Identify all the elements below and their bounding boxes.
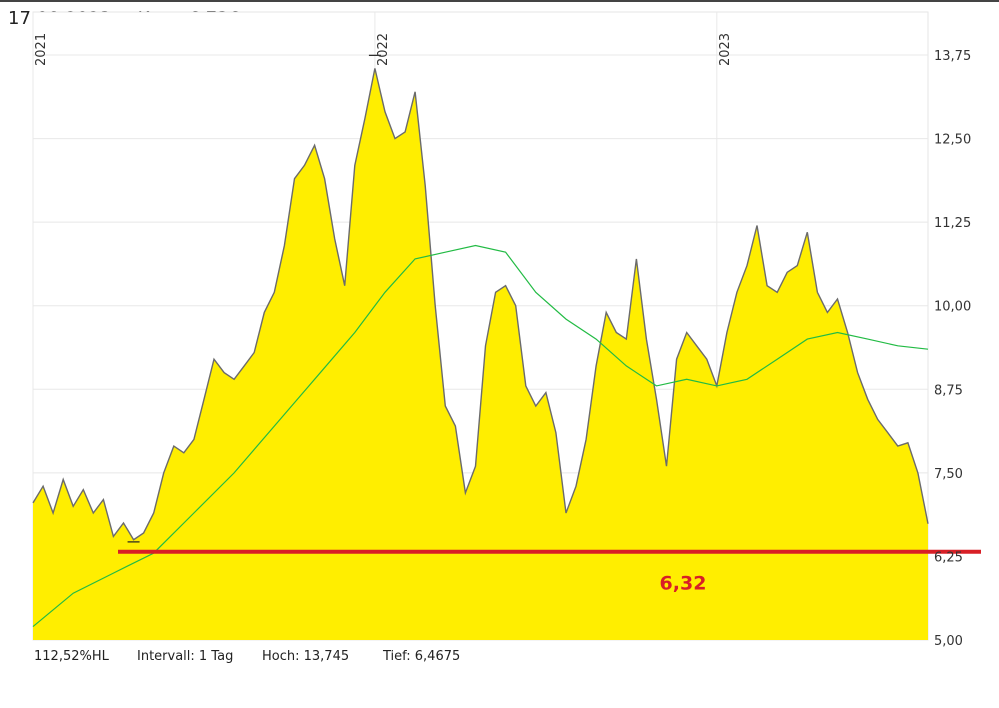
support-label: 6,32 bbox=[660, 573, 707, 595]
footer-range-pct: 112,52%HL bbox=[34, 649, 109, 664]
x-tick-label: 2023 bbox=[718, 33, 733, 66]
x-axis-ticks: 2021 2022 2023 bbox=[34, 33, 733, 66]
price-area bbox=[33, 68, 928, 640]
moving-average-line bbox=[32, 244, 929, 628]
y-tick-label: 12,50 bbox=[934, 133, 971, 148]
support-line-group: 6,32 bbox=[118, 549, 981, 595]
y-tick-label: 10,00 bbox=[934, 300, 971, 315]
price-line bbox=[32, 68, 929, 541]
y-tick-label: 8,75 bbox=[934, 383, 963, 398]
footer-low: Tief: 6,4675 bbox=[383, 649, 461, 664]
y-tick-label: 13,75 bbox=[934, 49, 971, 64]
footer-high: Hoch: 13,745 bbox=[262, 649, 350, 664]
chart-footer: 112,52%HL Intervall: 1 Tag Hoch: 13,745 … bbox=[0, 649, 999, 669]
y-axis-ticks: 13,75 12,50 11,25 10,00 8,75 7,50 6,25 5,00 bbox=[934, 49, 971, 649]
price-area-fill bbox=[33, 68, 928, 640]
x-tick-label: 2022 bbox=[376, 33, 391, 66]
y-tick-label: 5,00 bbox=[934, 634, 963, 649]
top-border bbox=[0, 0, 999, 2]
footer-interval: Intervall: 1 Tag bbox=[137, 649, 234, 664]
y-tick-label: 7,50 bbox=[934, 467, 963, 482]
y-tick-label: 6,25 bbox=[934, 550, 963, 565]
chart-lines bbox=[32, 54, 929, 628]
x-tick-label: 2021 bbox=[34, 33, 49, 66]
y-tick-label: 11,25 bbox=[934, 216, 971, 231]
